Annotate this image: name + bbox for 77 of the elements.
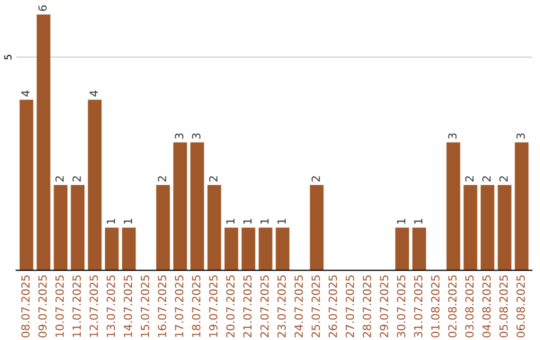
x-tick-label: 16.07.2025 bbox=[158, 275, 166, 337]
x-tick-label: 06.08.2025 bbox=[516, 275, 525, 338]
bar bbox=[36, 14, 50, 270]
x-tick-label: 31.07.2025 bbox=[414, 275, 422, 338]
data-label: 1 bbox=[260, 218, 269, 224]
bar bbox=[446, 142, 460, 270]
bar bbox=[20, 100, 34, 270]
bar bbox=[464, 185, 478, 270]
x-tick-label: 15.07.2025 bbox=[140, 275, 150, 337]
x-tick-label: 12.07.2025 bbox=[90, 275, 98, 337]
x-tick-label: 10.07.2025 bbox=[55, 275, 64, 337]
x-tick-label: 20.07.2025 bbox=[226, 275, 235, 338]
data-label: 2 bbox=[465, 176, 474, 182]
bar bbox=[395, 228, 409, 270]
data-label: 2 bbox=[72, 176, 81, 182]
data-label: 3 bbox=[448, 133, 457, 139]
bar bbox=[104, 228, 119, 270]
x-tick-label: 21.07.2025 bbox=[243, 275, 252, 338]
x-tick-label: 24.07.2025 bbox=[294, 275, 303, 338]
bar bbox=[412, 228, 426, 270]
x-tick-label: 27.07.2025 bbox=[346, 275, 354, 338]
x-tick-label: 29.07.2025 bbox=[380, 275, 388, 338]
data-label: 2 bbox=[55, 176, 64, 182]
x-tick-label: 02.08.2025 bbox=[448, 275, 457, 338]
data-label: 1 bbox=[124, 218, 132, 224]
x-tick-label: 22.07.2025 bbox=[260, 275, 269, 338]
bar bbox=[88, 100, 102, 270]
x-tick-label: 13.07.2025 bbox=[106, 275, 116, 337]
bar bbox=[190, 142, 204, 270]
bar bbox=[224, 228, 238, 270]
bar bbox=[310, 185, 324, 270]
x-tick-label: 01.08.2025 bbox=[431, 275, 440, 338]
x-tick-label: 09.07.2025 bbox=[38, 275, 47, 338]
x-tick-label: 08.07.2025 bbox=[21, 275, 30, 338]
x-tick-label: 26.07.2025 bbox=[328, 275, 338, 338]
data-label: 2 bbox=[499, 176, 508, 182]
x-tick-label: 04.08.2025 bbox=[482, 275, 491, 338]
x-tick-label: 19.07.2025 bbox=[209, 275, 218, 337]
bar bbox=[173, 142, 187, 270]
data-label: 1 bbox=[243, 218, 252, 224]
data-label: 1 bbox=[278, 218, 286, 224]
bar bbox=[258, 228, 272, 270]
data-label: 3 bbox=[516, 133, 525, 139]
data-label: 6 bbox=[38, 5, 47, 11]
bar bbox=[122, 228, 136, 270]
x-tick-label: 05.08.2025 bbox=[499, 275, 508, 338]
x-tick-label: 25.07.2025 bbox=[312, 275, 320, 338]
bar bbox=[276, 228, 290, 270]
data-label: 1 bbox=[226, 218, 234, 224]
data-label: 3 bbox=[174, 133, 184, 139]
data-label: 4 bbox=[21, 90, 30, 96]
ref-line-label: 5 bbox=[4, 54, 12, 60]
bar bbox=[156, 185, 170, 270]
bar bbox=[242, 228, 256, 270]
data-label: 2 bbox=[482, 176, 491, 182]
x-tick-label: 18.07.2025 bbox=[192, 275, 200, 337]
data-label: 4 bbox=[90, 90, 98, 96]
x-tick-label: 23.07.2025 bbox=[277, 275, 286, 338]
x-tick-label: 14.07.2025 bbox=[124, 275, 132, 337]
data-label: 1 bbox=[106, 218, 115, 224]
bar bbox=[207, 185, 222, 270]
x-tick-label: 17.07.2025 bbox=[174, 275, 184, 337]
data-label: 1 bbox=[414, 218, 422, 224]
bar bbox=[514, 142, 528, 270]
x-tick-label: 28.07.2025 bbox=[362, 275, 372, 338]
data-label: 3 bbox=[192, 133, 200, 139]
x-tick-label: 11.07.2025 bbox=[72, 275, 81, 337]
bar bbox=[70, 185, 85, 270]
data-label: 1 bbox=[397, 218, 406, 224]
bar bbox=[480, 185, 494, 270]
data-label: 2 bbox=[209, 176, 218, 182]
data-label: 2 bbox=[312, 176, 320, 182]
bar bbox=[498, 185, 512, 270]
bar bbox=[54, 185, 68, 270]
x-tick-label: 03.08.2025 bbox=[465, 275, 474, 338]
x-tick-label: 30.07.2025 bbox=[396, 275, 406, 338]
data-label: 2 bbox=[158, 176, 166, 182]
